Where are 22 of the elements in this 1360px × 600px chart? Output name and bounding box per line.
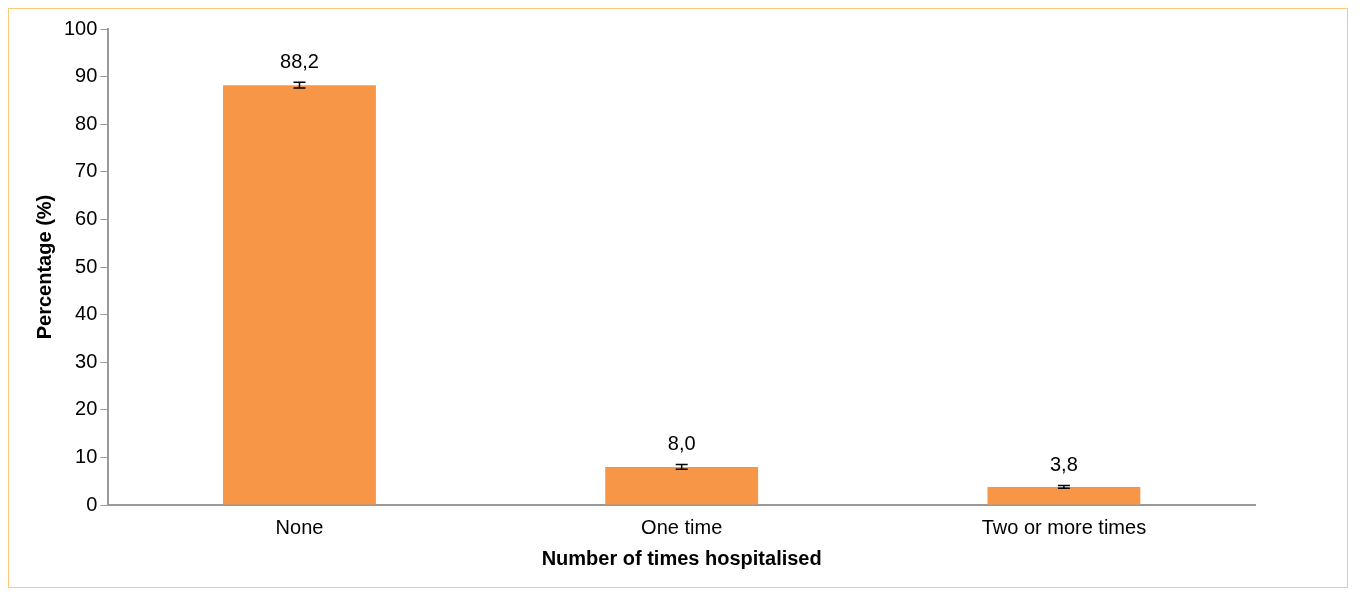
x-tick-label: One time [641,515,723,538]
y-tick-label: 30 [75,349,98,372]
y-tick-label: 0 [86,492,98,515]
y-tick-label: 100 [63,16,98,39]
x-axis-title: Number of times hospitalised [541,546,822,569]
x-tick-label: Two or more times [981,515,1147,538]
y-tick-label: 50 [75,254,98,277]
bar [605,466,759,505]
y-axis-title: Percentage (%) [32,194,55,340]
y-tick-label: 90 [75,64,98,87]
y-tick-label: 20 [75,397,98,420]
x-tick-label: None [275,515,324,538]
data-label: 8,0 [667,432,696,455]
y-tick-label: 40 [75,302,98,325]
data-label: 88,2 [280,49,319,72]
y-tick-label: 70 [75,159,98,182]
data-label: 3,8 [1049,453,1078,475]
y-tick-label: 10 [75,444,98,467]
bar [987,486,1141,505]
bar [223,85,376,505]
y-tick-label: 80 [75,111,98,134]
y-tick-label: 60 [75,206,98,229]
